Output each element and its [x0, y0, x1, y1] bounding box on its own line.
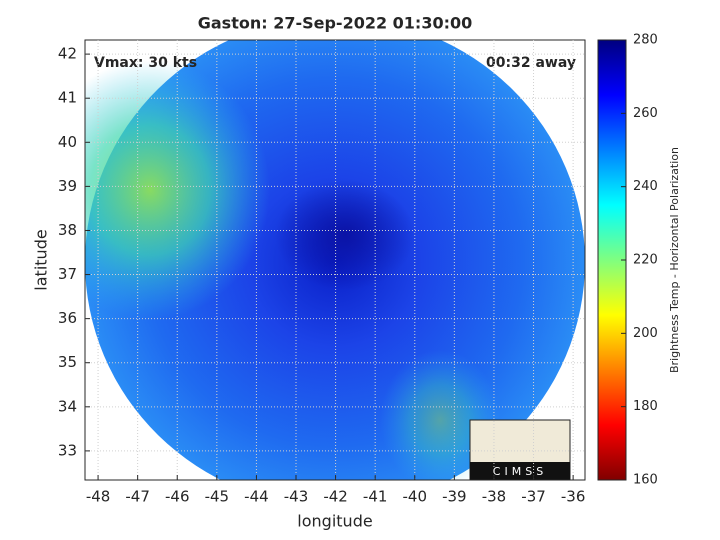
colorbar-tick-label: 280 — [633, 33, 658, 48]
x-tick-label: -39 — [442, 488, 467, 506]
colorbar-label: Brightness Temp - Horizontal Polarizatio… — [668, 147, 681, 373]
x-tick-label: -44 — [244, 488, 269, 506]
x-tick-label: -37 — [521, 488, 546, 506]
y-tick-label: 37 — [58, 265, 77, 283]
x-tick-label: -36 — [561, 488, 586, 506]
y-tick-label: 38 — [58, 221, 77, 239]
x-tick-label: -40 — [403, 488, 428, 506]
logo-text: CIMSS — [493, 465, 547, 478]
satellite-image: CIMSS — [85, 40, 585, 480]
x-tick-label: -46 — [165, 488, 190, 506]
plot-frame — [84, 39, 586, 481]
chart-title: Gaston: 27-Sep-2022 01:30:00 — [198, 14, 473, 33]
y-tick-label: 34 — [58, 397, 77, 415]
y-tick-label: 36 — [58, 309, 77, 327]
y-tick-label: 39 — [58, 177, 77, 195]
x-tick-label: -47 — [125, 488, 150, 506]
x-tick-label: -48 — [86, 488, 111, 506]
x-tick-label: -45 — [205, 488, 230, 506]
colorbar-tick-label: 240 — [633, 179, 658, 194]
y-tick-label: 33 — [58, 441, 77, 459]
annotation: Vmax: 30 kts — [94, 55, 197, 71]
y-tick-label: 35 — [58, 353, 77, 371]
colorbar-tick-label: 160 — [633, 473, 658, 488]
x-axis-label: longitude — [297, 512, 372, 531]
annotation: 00:32 away — [486, 55, 576, 71]
colorbar-tick-label: 220 — [633, 253, 658, 268]
colorbar-tick-label: 260 — [633, 106, 658, 121]
x-tick-label: -42 — [323, 488, 348, 506]
x-tick-label: -41 — [363, 488, 388, 506]
x-tick-label: -43 — [284, 488, 309, 506]
y-tick-label: 42 — [58, 45, 77, 63]
y-tick-label: 40 — [58, 133, 77, 151]
y-axis-label: latitude — [32, 229, 51, 290]
colorbar-tick-label: 180 — [633, 399, 658, 414]
colorbar-tick-label: 200 — [633, 326, 658, 341]
y-tick-label: 41 — [58, 89, 77, 107]
x-tick-label: -38 — [482, 488, 507, 506]
